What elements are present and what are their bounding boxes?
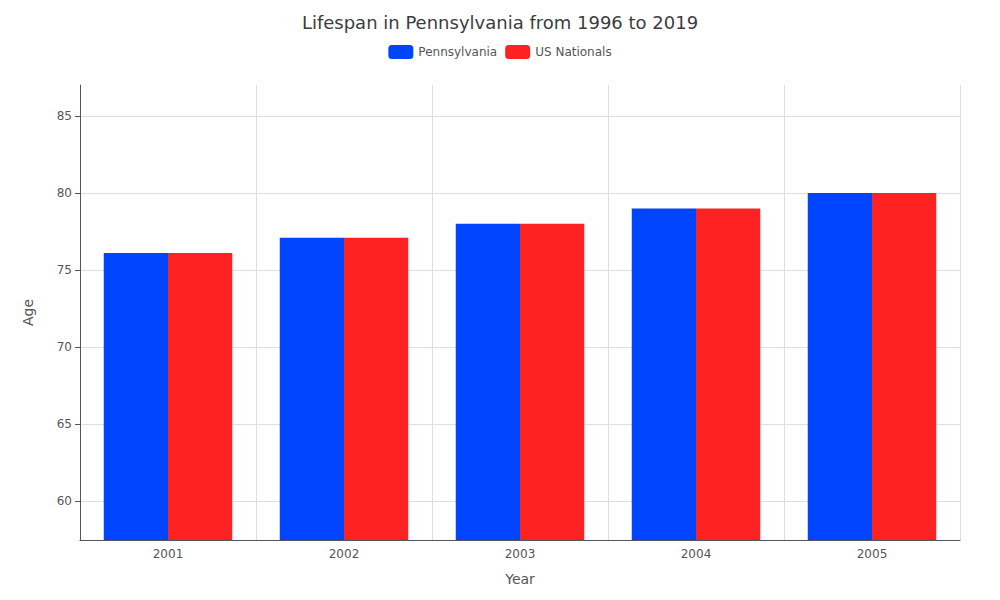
- svg-text:Age: Age: [20, 299, 36, 326]
- svg-text:80: 80: [57, 186, 72, 200]
- svg-text:2003: 2003: [505, 547, 536, 561]
- svg-text:75: 75: [57, 263, 72, 277]
- svg-text:60: 60: [57, 494, 72, 508]
- svg-text:2005: 2005: [857, 547, 888, 561]
- svg-text:2001: 2001: [153, 547, 184, 561]
- svg-text:Year: Year: [504, 571, 535, 587]
- svg-text:2004: 2004: [681, 547, 712, 561]
- svg-text:70: 70: [57, 340, 72, 354]
- svg-text:65: 65: [57, 417, 72, 431]
- svg-text:Pennsylvania: Pennsylvania: [418, 45, 497, 59]
- svg-text:2002: 2002: [329, 547, 360, 561]
- svg-text:US Nationals: US Nationals: [535, 45, 611, 59]
- svg-text:Lifespan in Pennsylvania from: Lifespan in Pennsylvania from 1996 to 20…: [302, 12, 698, 33]
- svg-text:85: 85: [57, 109, 72, 123]
